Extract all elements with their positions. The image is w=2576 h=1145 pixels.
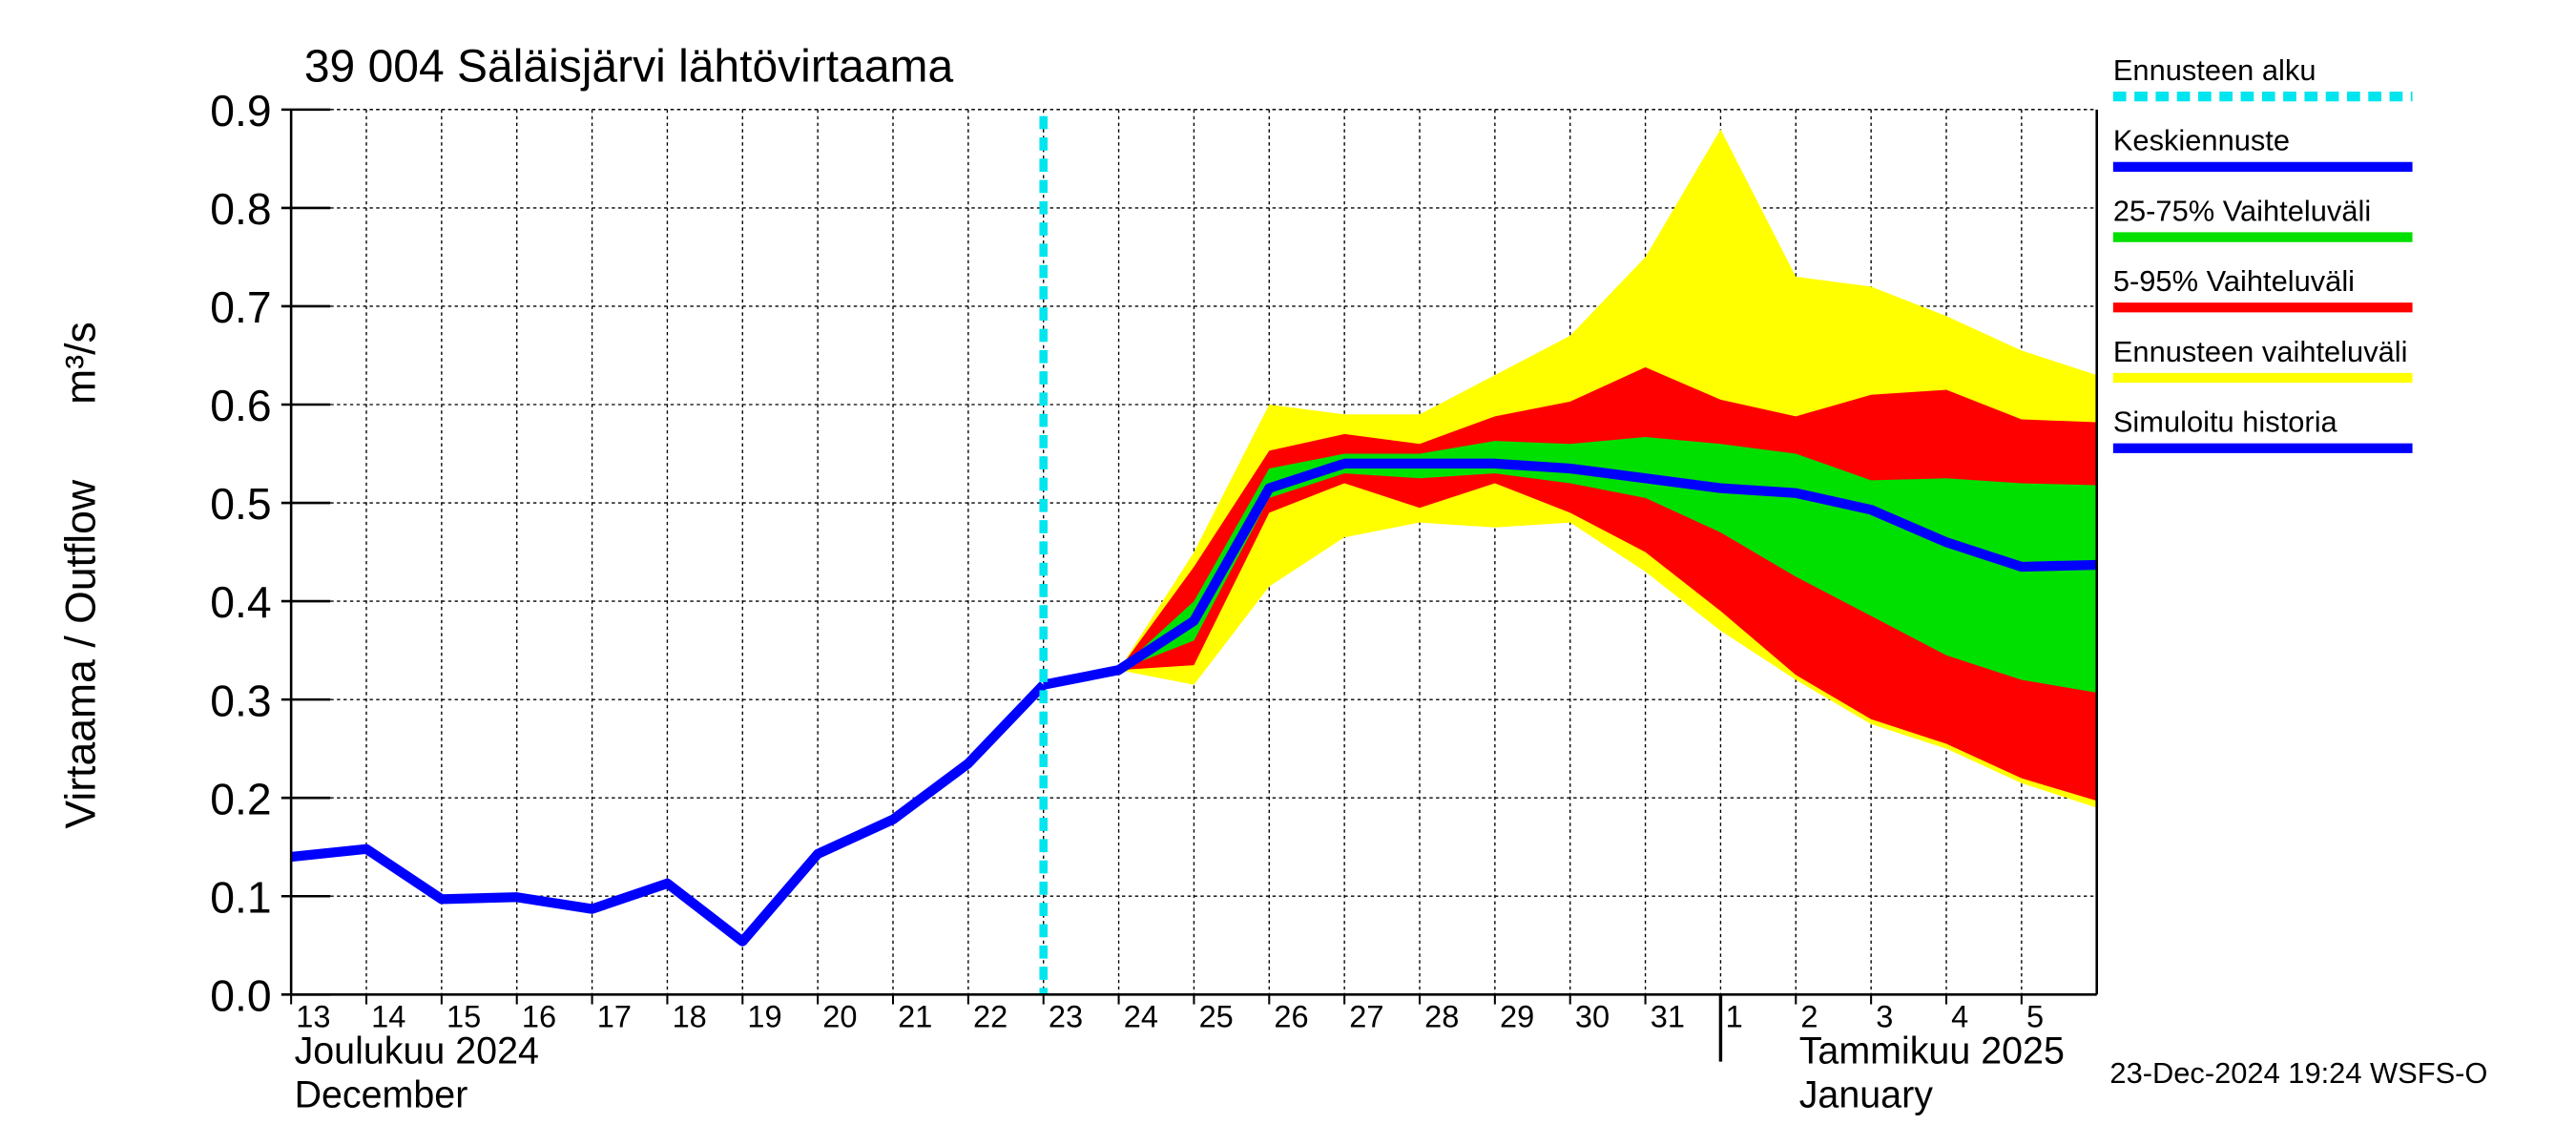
line <box>1042 458 2097 690</box>
footer: 23-Dec-2024 19:24 WSFS-O <box>2109 1056 2487 1090</box>
y-tick-label: 0.2 <box>210 774 271 823</box>
y-tick-label: 0.3 <box>210 676 271 725</box>
x-tick-label: 22 <box>973 1000 1008 1034</box>
x-tick-label: 23 <box>1049 1000 1083 1034</box>
x-tick-label: 31 <box>1651 1000 1685 1034</box>
x-tick-label: 30 <box>1575 1000 1610 1034</box>
x-tick-label: 3 <box>1876 1000 1893 1034</box>
x-tick-label: 1 <box>1726 1000 1743 1034</box>
y-tick-label: 0.5 <box>210 479 271 529</box>
y-tick-label: 0.4 <box>210 577 271 627</box>
x-tick-label: 21 <box>898 1000 932 1034</box>
legend-label: Ennusteen vaihteluväli <box>2113 335 2408 368</box>
y-tick-label: 0.6 <box>210 381 271 430</box>
x-tick-label: 28 <box>1424 1000 1459 1034</box>
x-tick-label: 14 <box>371 1000 405 1034</box>
month-label: Joulukuu 2024 <box>295 1030 539 1072</box>
x-tick-label: 4 <box>1951 1000 1968 1034</box>
x-tick-label: 13 <box>296 1000 330 1034</box>
x-tick-label: 5 <box>2026 1000 2044 1034</box>
x-tick-label: 26 <box>1274 1000 1308 1034</box>
x-tick-label: 24 <box>1124 1000 1158 1034</box>
line <box>290 681 1048 947</box>
month-label: Tammikuu 2025 <box>1799 1030 2065 1072</box>
legend-label: 5-95% Vaihteluväli <box>2113 264 2355 298</box>
month-label-en: December <box>295 1074 468 1116</box>
x-tick-label: 25 <box>1199 1000 1234 1034</box>
x-tick-label: 2 <box>1800 1000 1818 1034</box>
y-tick-label: 0.8 <box>210 184 271 234</box>
legend-label: Ennusteen alku <box>2113 53 2316 87</box>
legend-label: 25-75% Vaihteluväli <box>2113 194 2371 227</box>
y-tick-label: 0.7 <box>210 282 271 332</box>
x-tick-label: 16 <box>522 1000 556 1034</box>
legend-label: Simuloitu historia <box>2113 406 2338 439</box>
legend-label: Keskiennuste <box>2113 124 2290 157</box>
month-label-en: January <box>1799 1074 1933 1116</box>
chart-title: 39 004 Säläisjärvi lähtövirtaama <box>304 42 954 93</box>
x-tick-label: 15 <box>447 1000 481 1034</box>
y-axis-unit: m³/s <box>57 322 104 405</box>
y-tick-label: 0.0 <box>210 970 271 1020</box>
x-tick-label: 17 <box>597 1000 632 1034</box>
y-tick-label: 0.9 <box>210 86 271 135</box>
x-tick-label: 27 <box>1349 1000 1383 1034</box>
y-tick-label: 0.1 <box>210 872 271 922</box>
y-axis-label: Virtaama / Outflow <box>57 479 104 829</box>
x-tick-label: 19 <box>747 1000 781 1034</box>
x-tick-label: 29 <box>1500 1000 1534 1034</box>
x-tick-label: 18 <box>673 1000 707 1034</box>
x-tick-label: 20 <box>822 1000 857 1034</box>
